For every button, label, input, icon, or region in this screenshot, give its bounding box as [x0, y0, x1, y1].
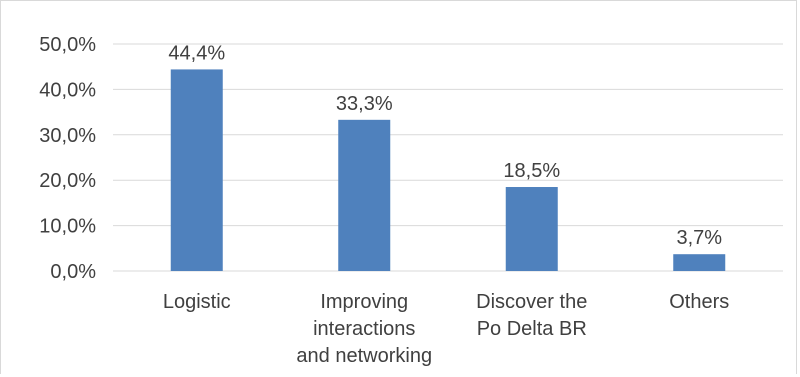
y-tick-label: 30,0%: [39, 125, 96, 147]
data-label: 44,4%: [168, 42, 225, 64]
x-axis-categories: Logistic Improving interactions and network…: [163, 291, 729, 367]
y-tick-label: 40,0%: [39, 79, 96, 101]
data-label: 33,3%: [336, 93, 393, 115]
y-axis: 0,0% 10,0% 20,0% 30,0% 40,0% 50,0%: [39, 34, 96, 283]
x-category-label: Logistic: [163, 291, 231, 313]
x-category-line: Others: [669, 291, 729, 313]
x-category-label: Others: [669, 291, 729, 313]
data-label: 3,7%: [676, 227, 722, 249]
x-category-line: Discover the: [476, 291, 587, 313]
data-label: 18,5%: [503, 160, 560, 182]
y-tick-label: 20,0%: [39, 170, 96, 192]
bar: [673, 254, 726, 271]
y-tick-label: 50,0%: [39, 34, 96, 56]
data-labels: 44,4% 33,3% 18,5% 3,7%: [168, 42, 722, 249]
bars: [170, 69, 726, 272]
x-category-line: Po Delta BR: [477, 318, 587, 340]
bar: [170, 69, 223, 271]
bar: [338, 119, 391, 272]
x-category-line: Logistic: [163, 291, 231, 313]
y-tick-label: 10,0%: [39, 216, 96, 238]
gridlines: [113, 43, 783, 272]
x-category-label: Discover the Po Delta BR: [476, 291, 587, 340]
x-category-line: Improving: [320, 291, 408, 313]
bar: [505, 187, 558, 271]
x-category-line: and networking: [296, 345, 432, 367]
x-category-label: Improving interactions and networking: [296, 291, 432, 367]
y-tick-label: 0,0%: [50, 261, 96, 283]
x-category-line: interactions: [313, 318, 415, 340]
